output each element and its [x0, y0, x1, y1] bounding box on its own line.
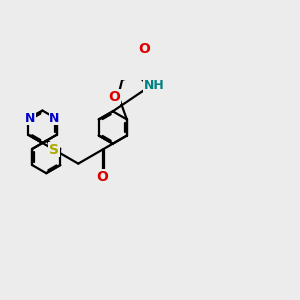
- Text: N: N: [50, 112, 60, 124]
- Text: O: O: [109, 90, 120, 104]
- Text: O: O: [97, 170, 109, 184]
- Text: S: S: [49, 142, 59, 157]
- Text: N: N: [25, 112, 36, 124]
- Text: NH: NH: [144, 79, 165, 92]
- Text: O: O: [138, 43, 150, 56]
